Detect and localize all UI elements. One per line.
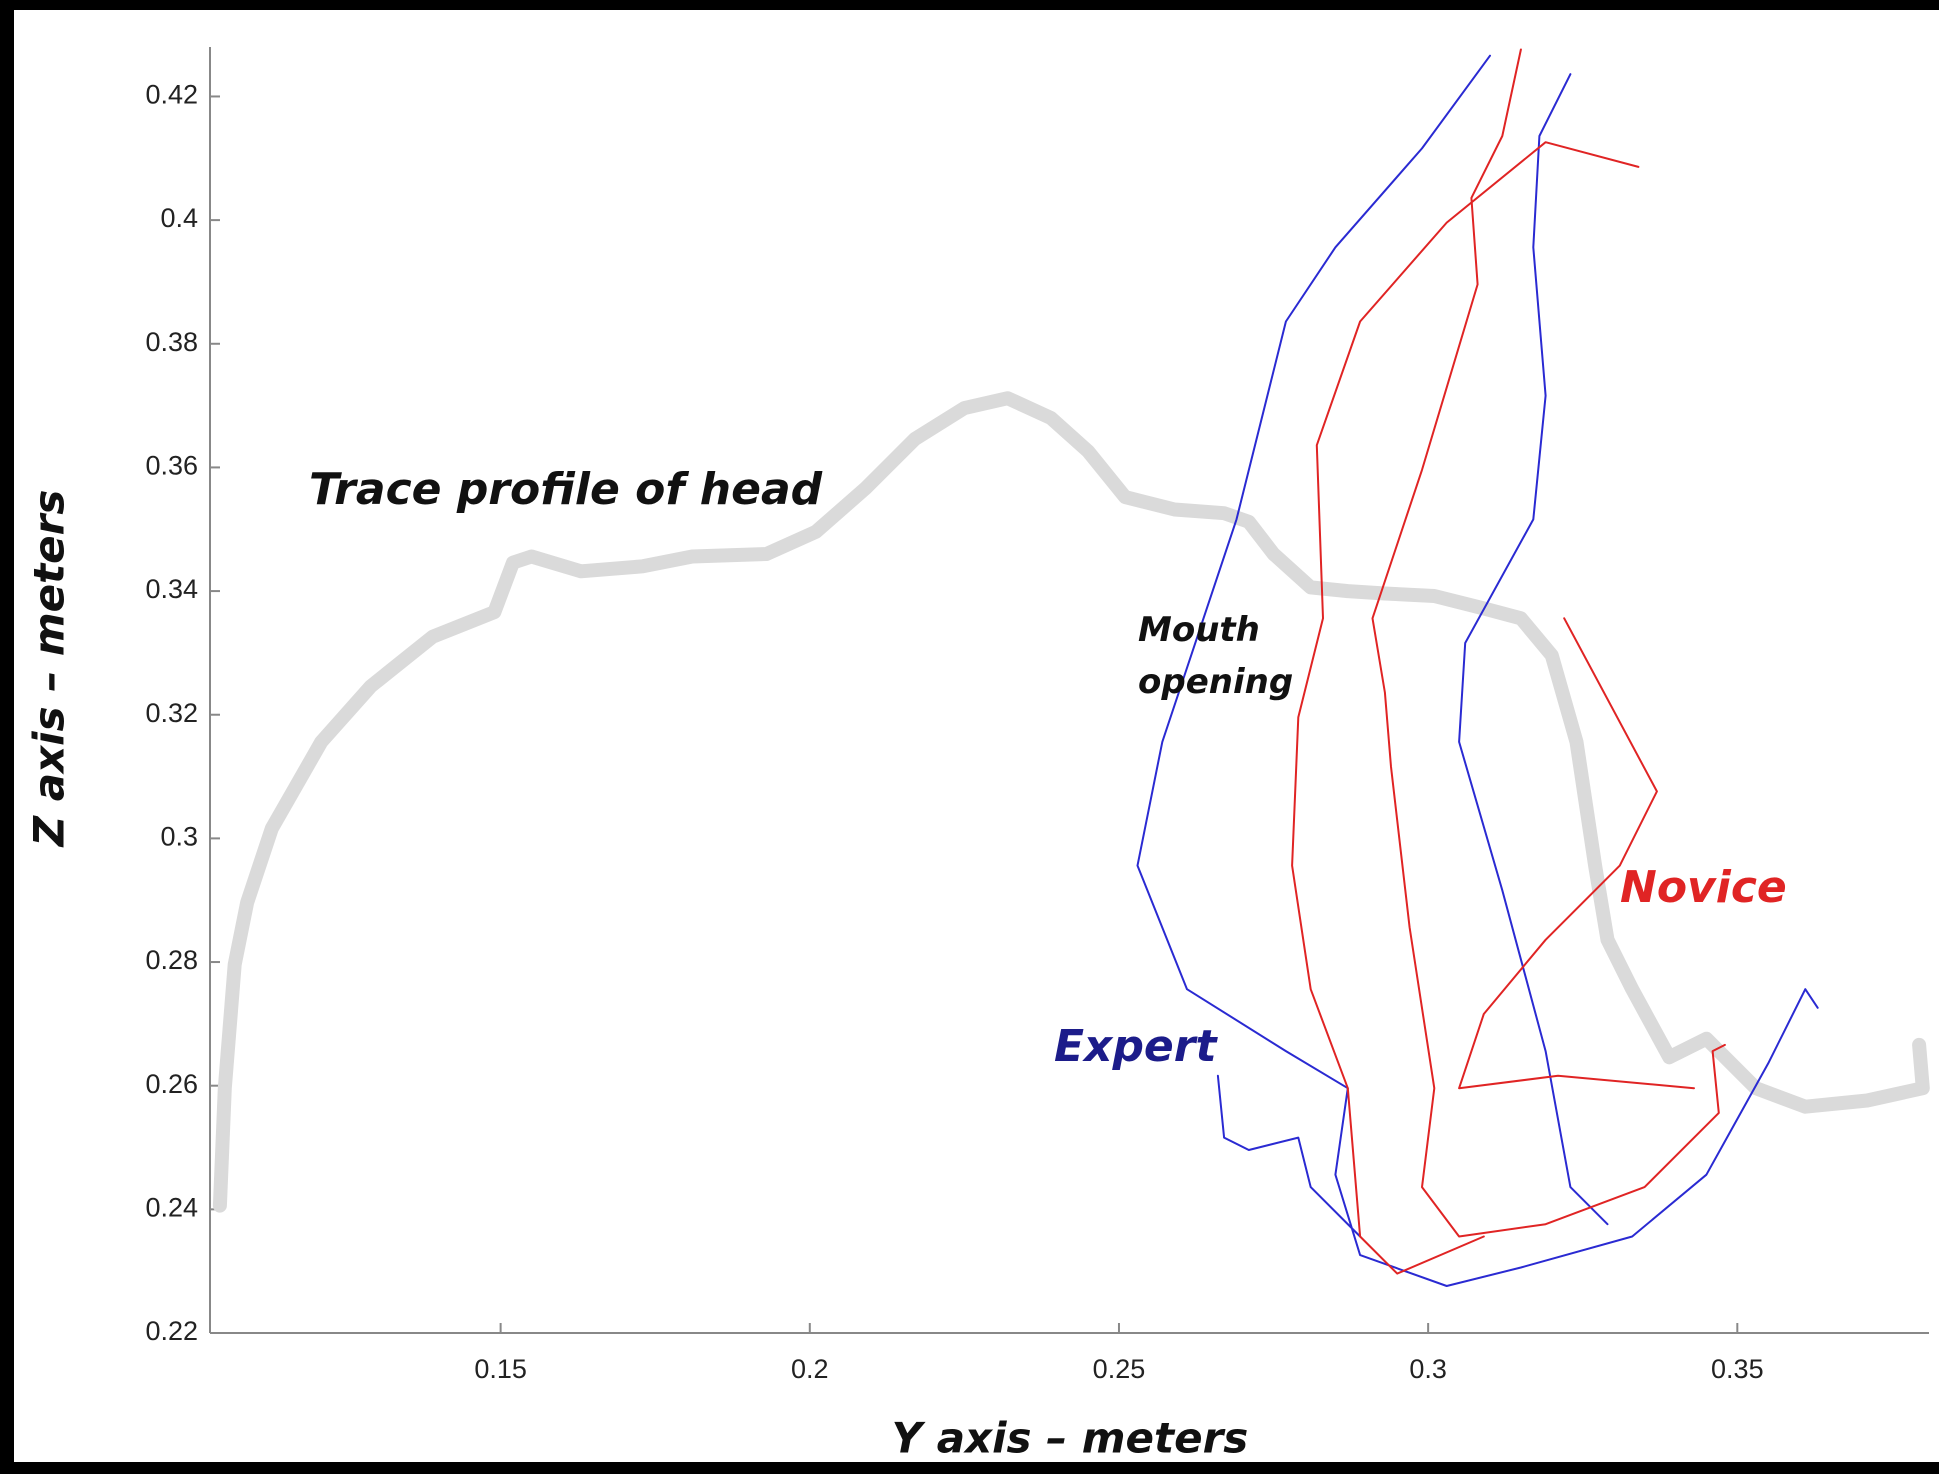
plot-background: [14, 10, 1939, 1462]
y-tick-label: 0.32: [145, 698, 198, 728]
series-label: Novice: [1620, 862, 1787, 913]
y-tick-label: 0.28: [145, 945, 198, 975]
y-tick-label: 0.4: [160, 203, 198, 233]
x-tick-label: 0.15: [474, 1354, 527, 1384]
y-tick-label: 0.38: [145, 327, 198, 357]
x-tick-label: 0.35: [1711, 1354, 1764, 1384]
y-tick-label: 0.22: [145, 1316, 198, 1346]
x-tick-label: 0.2: [791, 1354, 829, 1384]
page: {"chart_data": {"type": "line", "x_label…: [0, 0, 1939, 1474]
x-axis-title: Y axis – meters: [892, 1414, 1249, 1463]
y-tick-label: 0.24: [145, 1192, 198, 1222]
y-tick-label: 0.42: [145, 80, 198, 110]
x-tick-label: 0.25: [1093, 1354, 1146, 1384]
chart: Y axis – meters Z axis – meters 0.15 0.2 0…: [0, 0, 1939, 1474]
y-tick-label: 0.26: [145, 1069, 198, 1099]
y-tick-label: 0.34: [145, 574, 198, 604]
y-tick-label: 0.36: [145, 451, 198, 481]
y-tick-label: 0.3: [160, 822, 198, 852]
x-tick-label: 0.3: [1409, 1354, 1447, 1384]
series-label: Expert: [1054, 1021, 1218, 1072]
y-axis-title: Z axis – meters: [25, 490, 74, 849]
series-label: Trace profile of head: [309, 464, 823, 515]
